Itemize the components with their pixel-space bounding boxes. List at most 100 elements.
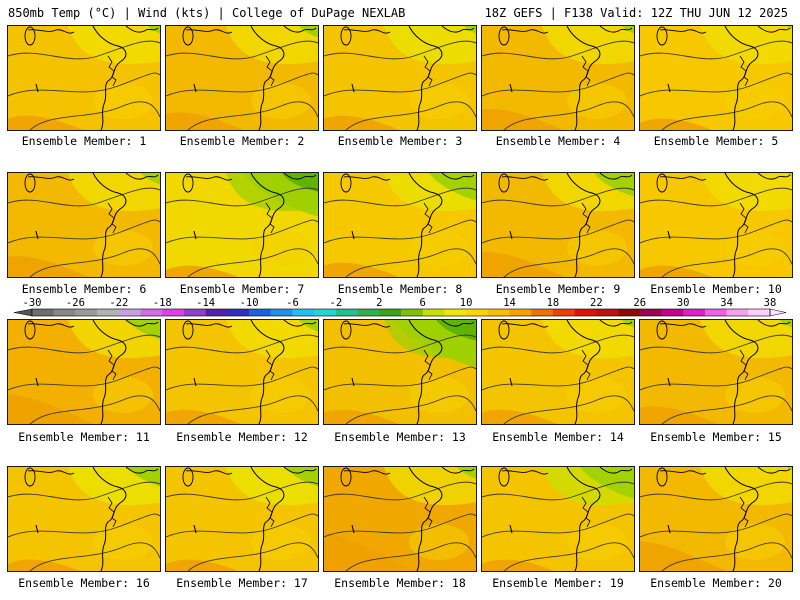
colorbar-tick-label: 18 xyxy=(547,297,560,309)
temperature-field-map xyxy=(640,173,792,277)
ensemble-member-label: Ensemble Member: 17 xyxy=(176,576,308,590)
colorbar-swatch xyxy=(531,309,554,316)
colorbar-swatch xyxy=(53,309,76,316)
ensemble-member-label: Ensemble Member: 2 xyxy=(179,134,305,148)
colorbar-swatch xyxy=(683,309,706,316)
colorbar-swatch xyxy=(162,309,185,316)
ensemble-member-map xyxy=(165,466,319,572)
temperature-field-map xyxy=(482,173,634,277)
colorbar-swatch xyxy=(270,309,293,316)
ensemble-member-label: Ensemble Member: 8 xyxy=(337,282,463,296)
colorbar-swatch xyxy=(118,309,141,316)
temperature-colorbar: -30 -26 -22 -18 -14 -10 -6 -2 2 6 10 14 18 22 26 30 34 38… xyxy=(14,297,786,319)
colorbar-swatch xyxy=(401,309,424,316)
temperature-field-map xyxy=(8,173,160,277)
temperature-field-map xyxy=(640,26,792,130)
ensemble-member-map xyxy=(165,319,319,425)
ensemble-member-map xyxy=(7,25,161,131)
colorbar-swatch xyxy=(618,309,641,316)
map-title: 850mb Temp (°C) | Wind (kts) | College o… xyxy=(8,6,406,20)
colorbar-tick-label: -30 xyxy=(23,297,42,309)
ensemble-member-map xyxy=(323,172,477,278)
colorbar-tick-label: 6 xyxy=(420,297,426,309)
ensemble-member-map xyxy=(323,319,477,425)
colorbar-swatch xyxy=(357,309,380,316)
ensemble-member-label: Ensemble Member: 10 xyxy=(650,282,782,296)
colorbar-tick-label: -14 xyxy=(196,297,215,309)
ensemble-member-label: Ensemble Member: 13 xyxy=(334,430,466,444)
temperature-field-map xyxy=(640,467,792,571)
ensemble-member-map xyxy=(323,25,477,131)
temperature-field-map xyxy=(324,173,476,277)
colorbar-swatch xyxy=(726,309,749,316)
temperature-field-map xyxy=(166,26,318,130)
colorbar-swatch xyxy=(32,309,55,316)
colorbar-swatch xyxy=(249,309,272,316)
colorbar-max-arrow xyxy=(769,308,786,317)
ensemble-member-map xyxy=(7,466,161,572)
colorbar-tick-label: -18 xyxy=(153,297,172,309)
colorbar-tick-label: 34 xyxy=(720,297,733,309)
colorbar-swatch xyxy=(140,309,163,316)
ensemble-member-label: Ensemble Member: 6 xyxy=(21,282,147,296)
ensemble-member-label: Ensemble Member: 7 xyxy=(179,282,305,296)
ensemble-member-map xyxy=(7,319,161,425)
ensemble-member-label: Ensemble Member: 4 xyxy=(495,134,621,148)
colorbar-swatch xyxy=(704,309,727,316)
ensemble-member-label: Ensemble Member: 19 xyxy=(492,576,624,590)
temperature-field-map xyxy=(324,467,476,571)
colorbar-graphic: -30 -26 -22 -18 -14 -10 -6 -2 2 6 10 14 18 22 26 30 34 38… xyxy=(14,297,786,317)
colorbar-swatch xyxy=(574,309,597,316)
ensemble-member-map xyxy=(481,319,635,425)
ensemble-member-label: Ensemble Member: 16 xyxy=(18,576,150,590)
ensemble-member-label: Ensemble Member: 9 xyxy=(495,282,621,296)
colorbar-tick-label: -26 xyxy=(66,297,85,309)
ensemble-member-label: Ensemble Member: 20 xyxy=(650,576,782,590)
ensemble-member-map xyxy=(639,319,793,425)
ensemble-member-label: Ensemble Member: 15 xyxy=(650,430,782,444)
temperature-field-map xyxy=(324,26,476,130)
colorbar-swatch xyxy=(661,309,684,316)
ensemble-member-map xyxy=(639,172,793,278)
temperature-field-map xyxy=(482,467,634,571)
colorbar-swatch xyxy=(183,309,206,316)
temperature-field-map xyxy=(8,467,160,571)
colorbar-tick-label: 38 xyxy=(764,297,777,309)
ensemble-member-label: Ensemble Member: 5 xyxy=(653,134,779,148)
ensemble-member-map xyxy=(7,172,161,278)
colorbar-tick-label: -2 xyxy=(330,297,343,309)
colorbar-swatch xyxy=(75,309,98,316)
colorbar-swatch xyxy=(227,309,250,316)
colorbar-swatch xyxy=(335,309,358,316)
colorbar-swatch xyxy=(444,309,467,316)
ensemble-member-label: Ensemble Member: 12 xyxy=(176,430,308,444)
run-valid-time: 18Z GEFS | F138 Valid: 12Z THU JUN 12 20… xyxy=(484,6,788,20)
colorbar-tick-label: 10 xyxy=(460,297,473,309)
colorbar-tick-label: -10 xyxy=(240,297,259,309)
temperature-field-map xyxy=(482,320,634,424)
ensemble-member-map xyxy=(481,25,635,131)
colorbar-tick-label: -6 xyxy=(286,297,299,309)
colorbar-swatch xyxy=(292,309,315,316)
temperature-field-map xyxy=(482,26,634,130)
temperature-field-map xyxy=(166,320,318,424)
ensemble-member-label: Ensemble Member: 1 xyxy=(21,134,147,148)
colorbar-tick-label: 14 xyxy=(503,297,516,309)
colorbar-swatch xyxy=(509,309,532,316)
ensemble-member-map xyxy=(165,25,319,131)
ensemble-member-label: Ensemble Member: 11 xyxy=(18,430,150,444)
ensemble-member-map xyxy=(639,466,793,572)
ensemble-member-label: Ensemble Member: 14 xyxy=(492,430,624,444)
ensemble-member-map xyxy=(165,172,319,278)
colorbar-tick-label: 30 xyxy=(677,297,690,309)
ensemble-member-map xyxy=(481,466,635,572)
colorbar-tick-label: 22 xyxy=(590,297,603,309)
colorbar-outline xyxy=(31,308,771,317)
colorbar-tick-label: -22 xyxy=(109,297,128,309)
colorbar-swatch xyxy=(97,309,120,316)
colorbar-swatch xyxy=(596,309,619,316)
colorbar-tick-label: 2 xyxy=(376,297,382,309)
colorbar-swatch xyxy=(466,309,489,316)
colorbar-swatch xyxy=(487,309,510,316)
